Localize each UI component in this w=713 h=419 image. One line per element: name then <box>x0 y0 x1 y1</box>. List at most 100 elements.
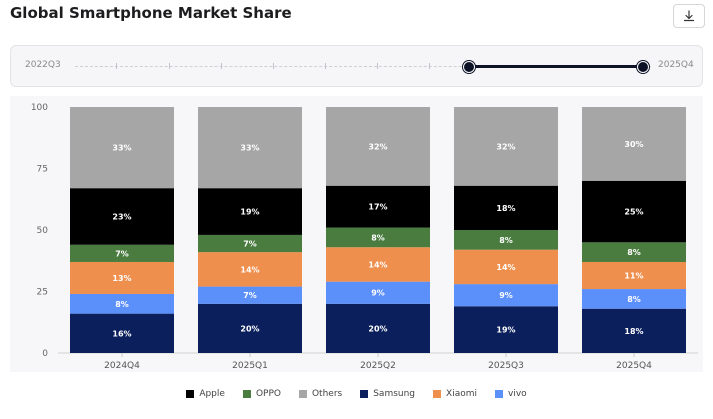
data-label: 13% <box>112 274 131 283</box>
bar-segment <box>582 107 686 181</box>
bar-segment <box>454 107 558 186</box>
download-icon <box>683 10 695 22</box>
data-label: 18% <box>496 204 515 213</box>
data-label: 14% <box>240 265 259 274</box>
bar-segment <box>582 242 686 262</box>
bar-segment <box>454 185 558 230</box>
x-tick-label: 2025Q2 <box>360 361 396 371</box>
data-label: 8% <box>627 295 641 304</box>
data-label: 9% <box>499 291 513 300</box>
bar-segment <box>70 261 174 294</box>
data-label: 19% <box>240 208 259 217</box>
data-label: 11% <box>624 272 643 281</box>
bar-segment <box>326 185 430 228</box>
data-label: 14% <box>368 260 387 269</box>
legend-item[interactable]: Xiaomi <box>433 389 477 399</box>
range-tick <box>221 63 222 69</box>
bar-segment <box>198 107 302 189</box>
bar-segment <box>198 252 302 287</box>
range-tick <box>273 63 274 69</box>
range-track <box>75 66 651 68</box>
chart-area: 0 25 50 75 100 16% 8% 13% 7% 23% 33% 2024Q4 20% 7% 14%… <box>10 96 703 372</box>
legend-label: Samsung <box>373 389 416 399</box>
legend-swatch <box>242 390 251 398</box>
data-label: 7% <box>243 240 257 249</box>
bar-segment <box>326 227 430 248</box>
bar-segment <box>198 286 302 304</box>
data-label: 8% <box>499 236 513 245</box>
bar-segment <box>582 261 686 290</box>
legend-label: vivo <box>508 389 527 399</box>
bar-segment <box>70 107 174 189</box>
data-label: 14% <box>496 263 515 272</box>
range-end-label: 2025Q4 <box>658 60 694 70</box>
data-label: 16% <box>112 329 131 338</box>
legend-swatch <box>298 390 307 398</box>
legend-item[interactable]: vivo <box>495 389 527 399</box>
range-tick <box>116 63 117 69</box>
data-label: 7% <box>115 249 129 258</box>
data-label: 8% <box>371 233 385 242</box>
data-label: 30% <box>624 140 643 149</box>
legend-label: Others <box>311 389 343 399</box>
bar-segment <box>454 306 558 353</box>
data-label: 19% <box>496 326 515 335</box>
y-tick-label: 50 <box>37 226 49 236</box>
bar-segment <box>198 303 302 353</box>
data-label: 33% <box>112 144 131 153</box>
legend-label: OPPO <box>255 389 281 399</box>
range-tick <box>377 63 378 69</box>
bar-segment <box>326 107 430 186</box>
bar-segment <box>198 188 302 235</box>
bar-segment <box>326 247 430 282</box>
bar-segment <box>326 303 430 353</box>
bar-segment <box>582 308 686 353</box>
bar-segment <box>454 230 558 250</box>
x-tick-label: 2025Q1 <box>232 361 268 371</box>
bar-segment <box>198 234 302 253</box>
stacked-bar-chart: 0 25 50 75 100 16% 8% 13% 7% 23% 33% 2024Q4 20% 7% 14%… <box>31 103 698 371</box>
range-tick <box>325 63 326 69</box>
legend-swatch <box>433 390 442 398</box>
bar-segment <box>454 249 558 285</box>
data-label: 32% <box>368 142 387 151</box>
range-selection <box>468 65 644 68</box>
bar-segment <box>326 281 430 304</box>
y-tick-label: 100 <box>31 103 48 113</box>
data-label: 7% <box>243 291 257 300</box>
range-end-handle[interactable] <box>637 61 649 73</box>
data-label: 32% <box>496 142 515 151</box>
bar-segment <box>454 284 558 307</box>
bar-segment <box>70 293 174 314</box>
x-tick-label: 2024Q4 <box>104 361 140 371</box>
legend-item[interactable]: Others <box>298 389 343 399</box>
legend-item[interactable]: OPPO <box>242 389 281 399</box>
range-tick <box>169 63 170 69</box>
data-label: 23% <box>112 212 131 221</box>
y-tick-label: 75 <box>37 165 48 175</box>
bar-segment <box>70 244 174 262</box>
bar-segment <box>70 188 174 245</box>
legend-item[interactable]: Samsung <box>360 389 415 399</box>
data-label: 8% <box>627 248 641 257</box>
data-label: 9% <box>371 289 385 298</box>
data-label: 20% <box>240 324 259 333</box>
download-button[interactable] <box>673 4 705 28</box>
data-label: 20% <box>368 324 387 333</box>
data-label: 17% <box>368 203 387 212</box>
y-tick-label: 25 <box>37 288 48 298</box>
bar-segment <box>582 289 686 309</box>
legend-swatch <box>360 390 369 398</box>
date-range-slider[interactable]: 2022Q3 2025Q4 <box>10 45 703 87</box>
legend-label: Xiaomi <box>446 389 477 399</box>
data-label: 8% <box>115 300 129 309</box>
legend-swatch <box>186 390 195 398</box>
chart-legend: Apple OPPO Others Samsung Xiaomi vivo <box>0 389 713 399</box>
legend-item[interactable]: Apple <box>186 389 225 399</box>
data-label: 33% <box>240 144 259 153</box>
data-label: 18% <box>624 327 643 336</box>
y-tick-label: 0 <box>42 349 48 359</box>
range-tick <box>429 63 430 69</box>
range-start-handle[interactable] <box>463 61 475 73</box>
data-label: 25% <box>624 208 643 217</box>
